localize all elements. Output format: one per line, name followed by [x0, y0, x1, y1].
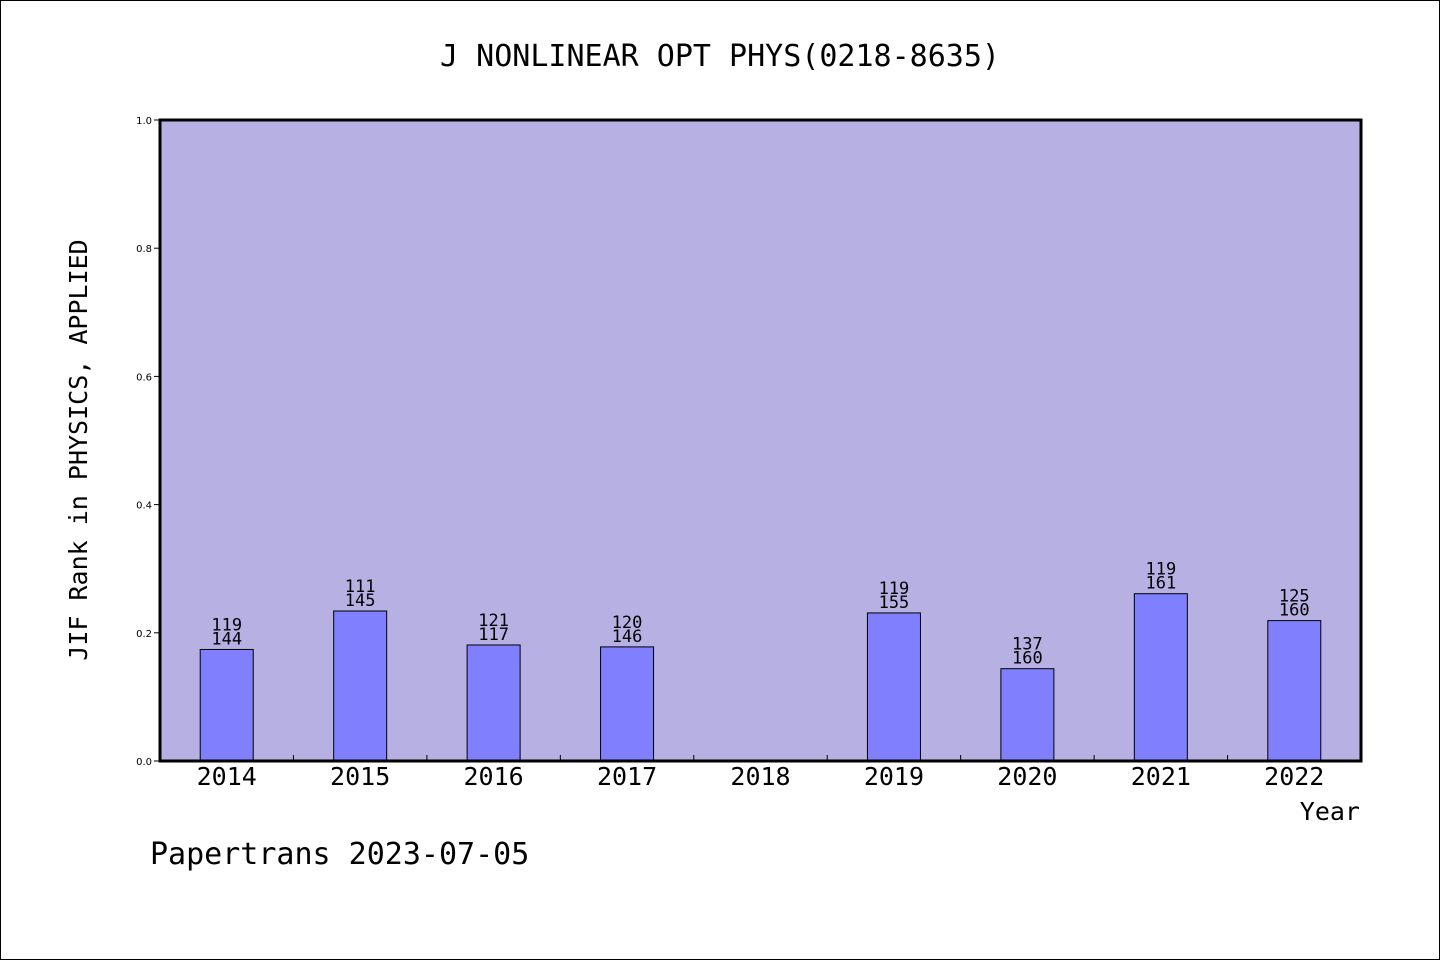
plot-border [158, 118, 1363, 763]
bar-rank-label: 111 [345, 577, 376, 597]
x-tick-label: 2019 [864, 762, 924, 791]
bar-2017 [600, 646, 655, 762]
bar-2019 [866, 612, 921, 762]
bar-2022 [1267, 620, 1322, 762]
bar-rank-label: 137 [1012, 635, 1043, 655]
y-axis-ticks: 0.0 0.2 0.4 0.6 0.8 1.0 [136, 116, 160, 768]
x-tick-label: 2018 [730, 762, 790, 791]
bar-labels: 1191441111451211171201461191551371601191… [211, 560, 1309, 669]
y-tick-label: 0.8 [136, 244, 152, 255]
y-axis-label: JIF Rank in PHYSICS, APPLIED [64, 239, 93, 660]
y-tick-label: 0.4 [136, 501, 152, 512]
chart-title: J NONLINEAR OPT PHYS(0218-8635) [440, 39, 1000, 74]
bar-total-label: 160 [1279, 601, 1310, 621]
bar-rank-label: 119 [211, 615, 242, 635]
bar-total-label: 144 [211, 629, 242, 649]
bar-2021 [1133, 593, 1188, 762]
y-tick-label: 0.0 [136, 757, 152, 768]
x-tick-label: 2017 [597, 762, 657, 791]
bar-total-label: 117 [478, 625, 509, 645]
bar-rank-label: 119 [879, 579, 910, 599]
y-tick-label: 0.6 [136, 372, 152, 383]
bar-rank-label: 120 [612, 613, 643, 633]
bar-rank-label: 125 [1279, 587, 1310, 607]
bar-total-label: 155 [879, 593, 910, 613]
bar-total-label: 146 [612, 627, 643, 647]
x-tick-label: 2015 [330, 762, 390, 791]
bar-2015 [333, 610, 388, 762]
bar-total-label: 160 [1012, 649, 1043, 669]
bar-total-label: 145 [345, 591, 376, 611]
x-tick-label: 2022 [1264, 762, 1324, 791]
x-axis-ticks: 2014 2015 2016 2017 2018 2019 2020 2021 2022 [197, 755, 1324, 791]
bar-total-label: 161 [1145, 574, 1176, 594]
bar-rank-label: 119 [1145, 560, 1176, 580]
bar-2016 [466, 644, 521, 762]
bars [199, 593, 1322, 762]
footer-credit: Papertrans 2023-07-05 [150, 837, 529, 872]
y-tick-label: 0.2 [136, 629, 152, 640]
bar-2014 [199, 648, 254, 762]
bar-2020 [1000, 668, 1055, 762]
x-axis-label: Year [1300, 797, 1360, 826]
y-tick-label: 1.0 [136, 116, 152, 127]
x-tick-label: 2021 [1131, 762, 1191, 791]
x-tick-label: 2014 [197, 762, 257, 791]
x-tick-label: 2020 [997, 762, 1057, 791]
x-tick-label: 2016 [464, 762, 524, 791]
bar-rank-label: 121 [478, 611, 509, 631]
